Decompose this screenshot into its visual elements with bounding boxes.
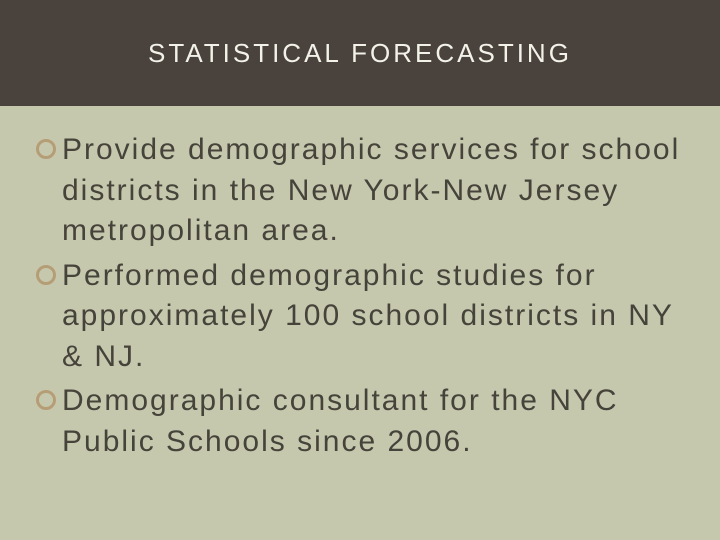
slide-content: Provide demographic services for school … [0, 106, 720, 462]
bullet-item: Performed demographic studies for approx… [36, 256, 684, 378]
bullet-item: Provide demographic services for school … [36, 130, 684, 252]
slide: STATISTICAL FORECASTING Provide demograp… [0, 0, 720, 540]
bullet-text: Provide demographic services for school … [62, 130, 684, 252]
bullet-ring-icon [36, 265, 56, 285]
slide-header: STATISTICAL FORECASTING [0, 0, 720, 106]
slide-title: STATISTICAL FORECASTING [148, 38, 572, 69]
bullet-text: Demographic consultant for the NYC Publi… [62, 381, 684, 462]
bullet-ring-icon [36, 390, 56, 410]
bullet-ring-icon [36, 139, 56, 159]
bullet-item: Demographic consultant for the NYC Publi… [36, 381, 684, 462]
bullet-text: Performed demographic studies for approx… [62, 256, 684, 378]
